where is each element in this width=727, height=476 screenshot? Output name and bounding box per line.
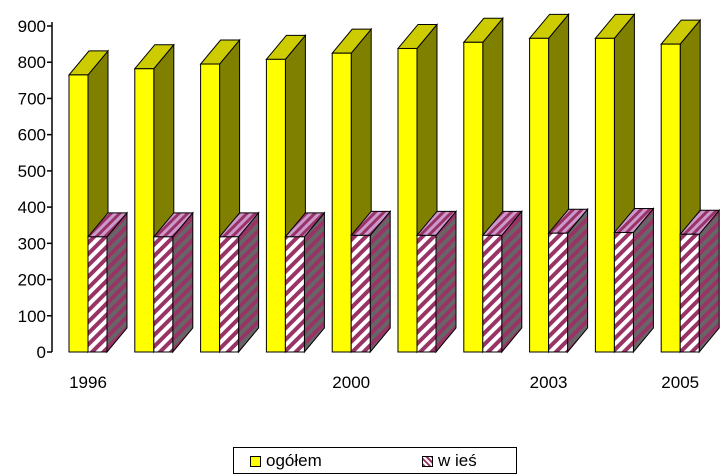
y-tick-label-100: 100	[18, 307, 46, 326]
bar-wies	[613, 231, 634, 353]
bar-wies	[679, 233, 700, 353]
bar-pair-2002	[462, 16, 523, 354]
y-tick-label-200: 200	[18, 271, 46, 290]
bar-pair-2001	[396, 23, 458, 354]
bar-ogolem	[200, 63, 221, 353]
bar-pair-1997	[133, 43, 194, 354]
y-tick-label-600: 600	[18, 126, 46, 145]
bar-pair-1996	[67, 49, 129, 354]
bar-ogolem	[331, 52, 352, 353]
bar-ogolem	[134, 68, 155, 353]
x-tick-label-2005: 2005	[661, 373, 699, 392]
bar-wies	[87, 236, 108, 353]
bar-ogolem	[265, 58, 286, 353]
y-tick-label-900: 900	[18, 17, 46, 36]
bar-pair-2000	[331, 27, 392, 354]
x-tick-label-2000: 2000	[332, 373, 370, 392]
legend-swatch-wies	[422, 455, 433, 467]
x-tick-label-1996: 1996	[69, 373, 107, 392]
bar-ogolem	[68, 74, 89, 353]
legend-item-ogolem: ogółem	[250, 451, 322, 471]
bar-ogolem	[397, 47, 418, 353]
legend-item-wies: w ieś	[422, 451, 477, 471]
bar-wies	[284, 236, 305, 353]
y-tick-label-800: 800	[18, 53, 46, 72]
bar-ogolem	[594, 37, 615, 353]
y-tick-label-0: 0	[37, 343, 46, 362]
bar-pair-1999	[265, 33, 326, 354]
legend-label-wies: w ieś	[438, 451, 477, 470]
legend-swatch-ogolem	[250, 455, 261, 467]
bar-side-wies	[632, 207, 654, 354]
y-tick-label-400: 400	[18, 198, 46, 217]
bar-pair-1998	[199, 38, 260, 354]
legend-label-ogolem: ogółem	[266, 451, 322, 470]
bar-wies	[219, 236, 240, 353]
y-tick-label-300: 300	[18, 234, 46, 253]
bar-ogolem	[660, 43, 681, 353]
axes-group: 1996 2000 2003 2005 0 100 200 300 400 500 600 700 80…	[18, 17, 699, 392]
bar-wies	[350, 234, 371, 353]
bar-side-wies	[698, 208, 720, 354]
bar-wies	[548, 232, 569, 353]
bar-pair-2005	[660, 18, 721, 354]
bar-wies	[482, 234, 503, 353]
bar-pair-2003	[528, 12, 589, 354]
legend: ogółem w ieś	[233, 447, 517, 474]
bar-ogolem	[463, 41, 484, 353]
bars-group	[67, 12, 721, 354]
x-tick-label-2003: 2003	[530, 373, 568, 392]
bar-pair-2004	[594, 12, 655, 354]
y-tick-label-500: 500	[18, 162, 46, 181]
y-tick-label-700: 700	[18, 89, 46, 108]
bar-wies	[153, 236, 174, 353]
bar-ogolem	[529, 37, 550, 353]
bar-wies	[416, 234, 437, 353]
bar-side-wies	[567, 207, 589, 354]
